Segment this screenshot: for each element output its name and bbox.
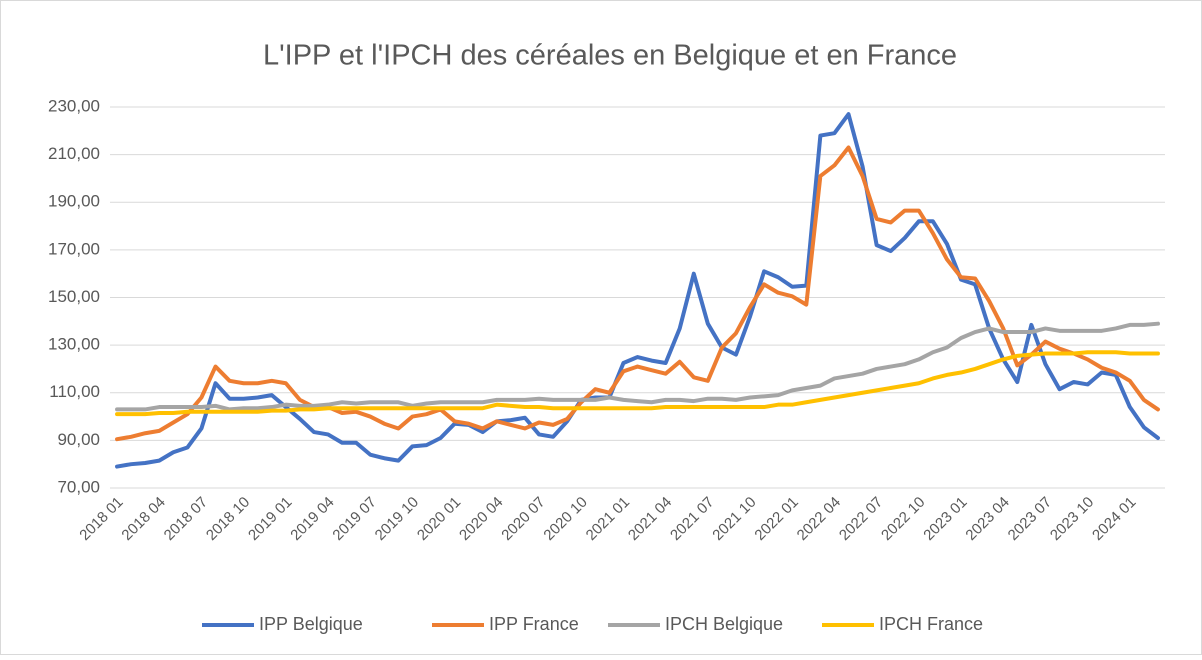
y-tick-label: 70,00 bbox=[57, 477, 100, 496]
y-tick-label: 150,00 bbox=[48, 287, 100, 306]
legend-label: IPP France bbox=[489, 614, 579, 634]
y-tick-label: 130,00 bbox=[48, 335, 100, 354]
y-tick-label: 210,00 bbox=[48, 144, 100, 163]
y-tick-label: 190,00 bbox=[48, 192, 100, 211]
legend-label: IPP Belgique bbox=[259, 614, 363, 634]
chart-title: L'IPP et l'IPCH des céréales en Belgique… bbox=[263, 40, 957, 72]
y-tick-label: 230,00 bbox=[48, 96, 100, 115]
y-tick-label: 110,00 bbox=[49, 382, 100, 401]
y-tick-label: 170,00 bbox=[48, 239, 100, 258]
y-tick-label: 90,00 bbox=[57, 430, 100, 449]
legend-label: IPCH France bbox=[879, 614, 983, 634]
series-line bbox=[115, 321, 1160, 412]
series-line bbox=[115, 350, 1160, 417]
series-line bbox=[115, 145, 1160, 442]
legend-label: IPCH Belgique bbox=[665, 614, 783, 634]
